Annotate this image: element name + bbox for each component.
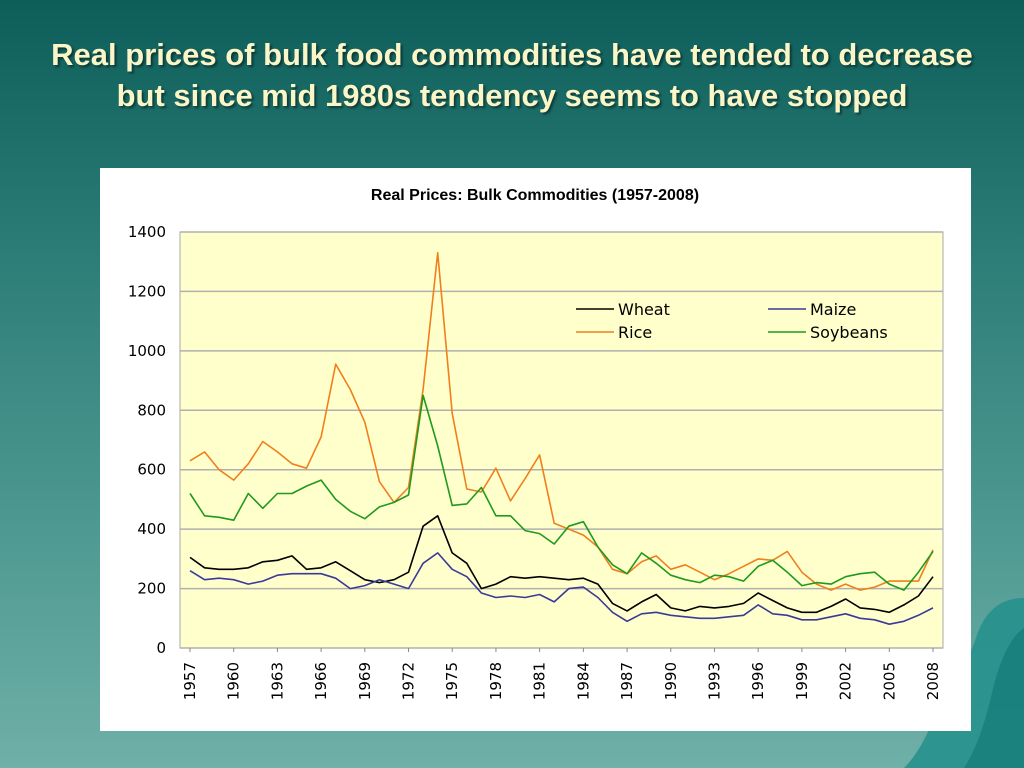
y-tick-label: 0 [156, 639, 166, 657]
x-tick-label: 1999 [793, 662, 811, 700]
x-tick-label: 1993 [705, 662, 723, 700]
x-tick-label: 2008 [924, 662, 942, 700]
y-tick-label: 1200 [128, 282, 166, 300]
x-tick-label: 2005 [880, 662, 898, 700]
chart-panel: Real Prices: Bulk Commodities (1957-2008… [100, 168, 971, 731]
chart-title: Real Prices: Bulk Commodities (1957-2008… [371, 187, 699, 204]
series-line-soybeans [189, 394, 934, 591]
y-tick-label: 800 [137, 401, 166, 419]
x-tick-label: 1975 [443, 662, 461, 700]
x-tick-label: 1990 [662, 662, 680, 700]
x-tick-label: 1969 [356, 662, 374, 700]
x-tick-label: 1978 [487, 662, 505, 700]
x-tick-label: 1984 [574, 662, 592, 700]
slide-title: Real prices of bulk food commodities hav… [51, 37, 973, 113]
legend-label-wheat: Wheat [618, 300, 670, 319]
plot-area [179, 231, 944, 649]
x-tick-label: 1966 [312, 662, 330, 700]
y-tick-label: 600 [137, 461, 166, 479]
x-tick-label: 1981 [531, 662, 549, 700]
y-tick-label: 200 [137, 580, 166, 598]
x-tick-label: 1960 [225, 662, 243, 700]
x-tick-label: 1963 [268, 662, 286, 700]
x-tick-label: 1987 [618, 662, 636, 700]
x-tick-label: 1957 [181, 662, 199, 700]
x-tick-label: 1996 [749, 662, 767, 700]
legend-label-maize: Maize [810, 300, 856, 319]
y-tick-label: 1000 [128, 342, 166, 360]
x-tick-label: 2002 [837, 662, 855, 700]
y-tick-label: 1400 [128, 223, 166, 241]
line-chart: Real Prices: Bulk Commodities (1957-2008… [128, 187, 944, 700]
series-line-maize [189, 552, 934, 626]
x-tick-label: 1972 [400, 662, 418, 700]
legend-label-rice: Rice [618, 323, 652, 342]
legend-label-soybeans: Soybeans [810, 323, 888, 342]
series-line-rice [189, 252, 934, 591]
series-line-wheat [189, 514, 934, 614]
y-tick-label: 400 [137, 520, 166, 538]
